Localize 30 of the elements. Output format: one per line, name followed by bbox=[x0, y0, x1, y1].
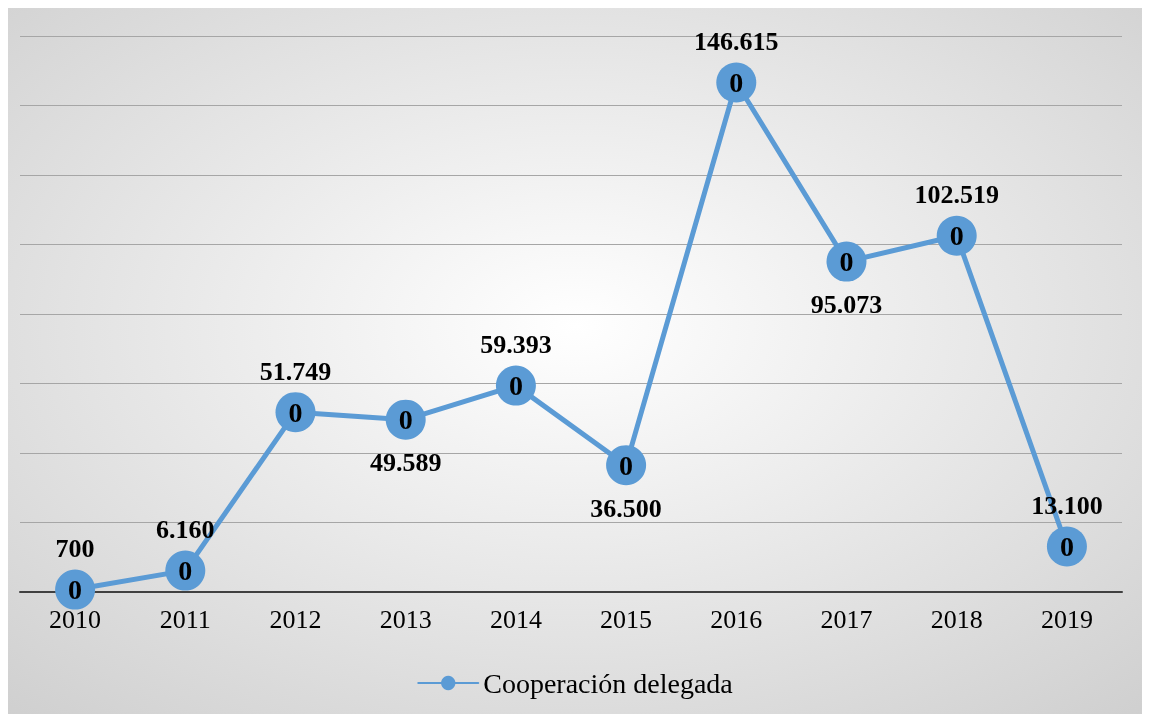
x-tick-label: 2014 bbox=[489, 604, 542, 634]
x-tick-label: 2015 bbox=[600, 604, 653, 634]
x-tick-label: 2013 bbox=[379, 604, 432, 634]
x-tick-label: 2012 bbox=[269, 604, 322, 634]
annotation: 0 bbox=[729, 67, 744, 99]
annotation: 0 bbox=[288, 396, 303, 428]
annotation: 0 bbox=[839, 246, 854, 278]
x-tick-label: 2019 bbox=[1040, 604, 1093, 634]
x-tick-label: 2011 bbox=[159, 604, 211, 634]
x-tick-label: 2016 bbox=[710, 604, 763, 634]
annotation: 0 bbox=[68, 574, 83, 606]
data-label: 146.615 bbox=[694, 27, 779, 57]
data-label: 102.519 bbox=[914, 180, 999, 210]
annotation: 0 bbox=[508, 370, 523, 402]
data-label: 700 bbox=[55, 534, 95, 564]
data-label: 51.749 bbox=[259, 356, 332, 386]
annotation: 0 bbox=[949, 220, 964, 252]
legend-label: Cooperación delegada bbox=[483, 667, 734, 699]
data-label: 49.589 bbox=[369, 448, 442, 478]
x-tick-label: 2017 bbox=[820, 604, 873, 634]
data-label: 59.393 bbox=[480, 330, 552, 360]
data-label: 95.073 bbox=[810, 290, 883, 320]
annotation: 0 bbox=[1059, 530, 1074, 562]
x-tick-label: 2018 bbox=[930, 604, 983, 634]
data-label: 6.160 bbox=[156, 515, 215, 545]
annotation: 0 bbox=[619, 449, 634, 481]
x-tick-label: 2010 bbox=[49, 604, 102, 634]
annotation: 0 bbox=[398, 404, 413, 436]
annotation: 0 bbox=[178, 555, 193, 587]
data-label: 36.500 bbox=[590, 493, 662, 523]
